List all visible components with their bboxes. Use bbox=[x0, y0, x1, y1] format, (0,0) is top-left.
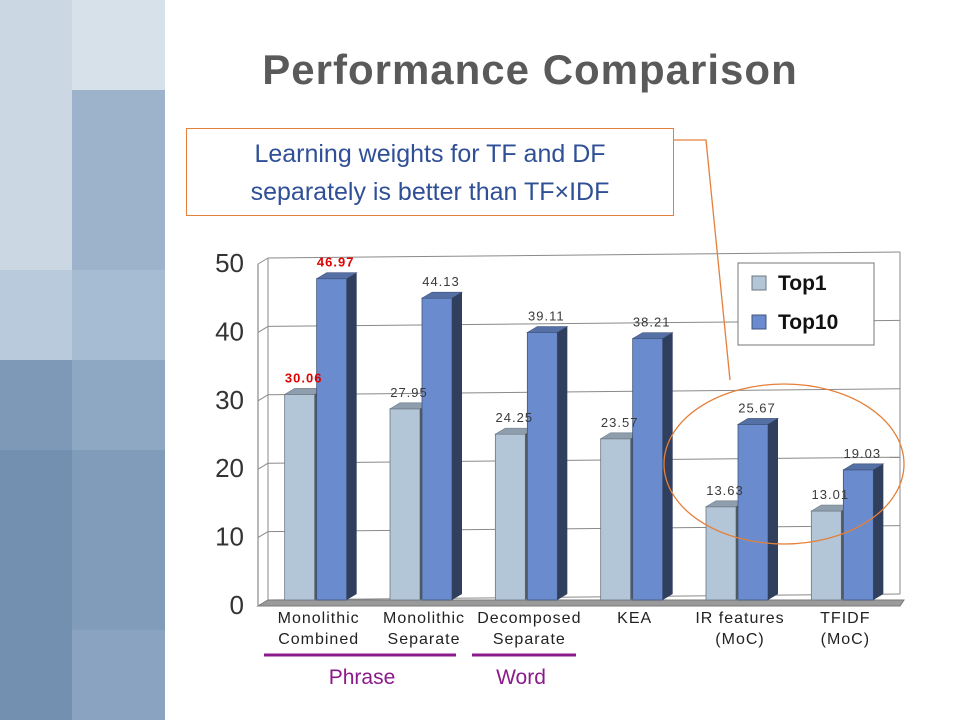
gridline bbox=[267, 525, 901, 533]
bars bbox=[283, 272, 885, 601]
highlight-ellipse bbox=[663, 383, 905, 545]
value-label-top1: 23.57 bbox=[601, 415, 639, 430]
value-label-top1: 27.95 bbox=[390, 385, 428, 400]
x-tick-label: Separate bbox=[493, 631, 566, 648]
value-label-top1: 24.25 bbox=[496, 410, 534, 425]
legend-swatch-top1 bbox=[751, 275, 767, 291]
gridlines bbox=[256, 251, 905, 607]
bar-top10-3 bbox=[526, 326, 569, 601]
bar-front bbox=[526, 332, 558, 601]
callout-box: Learning weights for TF and DF separatel… bbox=[186, 128, 674, 216]
x-tick-label: Decomposed bbox=[477, 610, 581, 627]
value-label-top1: 30.06 bbox=[285, 370, 323, 385]
bar-side bbox=[346, 272, 357, 600]
x-tick-label: Separate bbox=[388, 631, 461, 648]
legend: Top1 Top10 bbox=[737, 262, 875, 346]
bar-front bbox=[284, 393, 316, 601]
slide-title: Performance Comparison bbox=[262, 46, 798, 93]
y-tick-label: 20 bbox=[215, 453, 244, 483]
bar-front bbox=[494, 433, 526, 601]
gridline-side bbox=[257, 394, 269, 402]
bar-top10-2 bbox=[420, 291, 464, 601]
bar-front bbox=[632, 338, 664, 601]
bar-top10-4 bbox=[631, 332, 674, 601]
value-label-top1: 13.63 bbox=[706, 483, 744, 498]
gridline-side bbox=[257, 462, 269, 470]
x-tick-label: Monolithic bbox=[278, 610, 360, 627]
gridline bbox=[267, 388, 901, 396]
decorative-sidebar bbox=[0, 0, 165, 720]
bar-side bbox=[768, 418, 778, 600]
value-labels: 30.06 46.97 27.95 44.13 24.25 39.11 23.57 38.21… bbox=[285, 255, 882, 502]
value-label-top10: 46.97 bbox=[317, 255, 355, 270]
x-axis-labels: Monolithic Combined Monolithic Separate Deco… bbox=[278, 610, 870, 648]
callout-connector bbox=[674, 139, 731, 381]
legend-label-top10: Top10 bbox=[778, 311, 838, 334]
bar-side bbox=[873, 463, 884, 600]
bar-front bbox=[705, 506, 737, 601]
bar-front bbox=[421, 297, 453, 601]
gridline-side bbox=[257, 257, 269, 265]
callout-line-2: separately is better than TF×IDF bbox=[250, 178, 610, 206]
x-tick-label: TFIDF bbox=[820, 610, 870, 627]
y-tick-label: 50 bbox=[215, 248, 244, 278]
x-tick-label: (MoC) bbox=[821, 631, 870, 648]
bar-top10-1 bbox=[315, 272, 358, 601]
gridline bbox=[267, 456, 901, 464]
bar-front bbox=[600, 438, 632, 601]
value-label-top1: 13.01 bbox=[812, 487, 850, 502]
y-axis: 0 10 20 30 40 50 bbox=[215, 248, 259, 620]
y-tick-label: 0 bbox=[230, 590, 244, 620]
value-label-top10: 19.03 bbox=[844, 446, 882, 461]
value-label-top10: 39.11 bbox=[528, 308, 565, 323]
bar-front bbox=[737, 424, 769, 601]
x-tick-label: IR features bbox=[695, 610, 784, 627]
bar-front bbox=[810, 510, 842, 601]
phrase-label: Phrase bbox=[329, 666, 396, 689]
x-tick-label: Monolithic bbox=[383, 610, 465, 627]
bar-front bbox=[389, 408, 421, 601]
x-tick-label: (MoC) bbox=[715, 631, 764, 648]
legend-label-top1: Top1 bbox=[778, 272, 827, 295]
annotations: Phrase Word bbox=[264, 139, 905, 689]
bar-top10-6 bbox=[842, 463, 885, 601]
callout-line-1: Learning weights for TF and DF bbox=[254, 140, 606, 168]
bar-front bbox=[316, 278, 348, 601]
y-tick-label: 30 bbox=[215, 385, 244, 415]
value-label-top10: 44.13 bbox=[422, 274, 460, 289]
legend-swatch-top10 bbox=[751, 314, 767, 330]
bar-top10-5 bbox=[736, 418, 780, 601]
x-tick-label: Combined bbox=[278, 631, 359, 648]
value-label-top10: 25.67 bbox=[738, 400, 776, 415]
bar-side bbox=[662, 332, 673, 600]
gridline bbox=[267, 251, 901, 259]
word-label: Word bbox=[496, 666, 546, 689]
gridline-side bbox=[257, 325, 269, 333]
y-tick-label: 40 bbox=[215, 316, 244, 346]
chart-floor bbox=[256, 599, 905, 607]
x-tick-label: KEA bbox=[617, 610, 652, 627]
gridline-side bbox=[257, 531, 269, 539]
gridline bbox=[267, 593, 901, 601]
value-label-top10: 38.21 bbox=[633, 315, 671, 330]
y-tick-label: 10 bbox=[215, 522, 244, 552]
bar-side bbox=[452, 292, 462, 600]
bar-side bbox=[557, 326, 568, 600]
